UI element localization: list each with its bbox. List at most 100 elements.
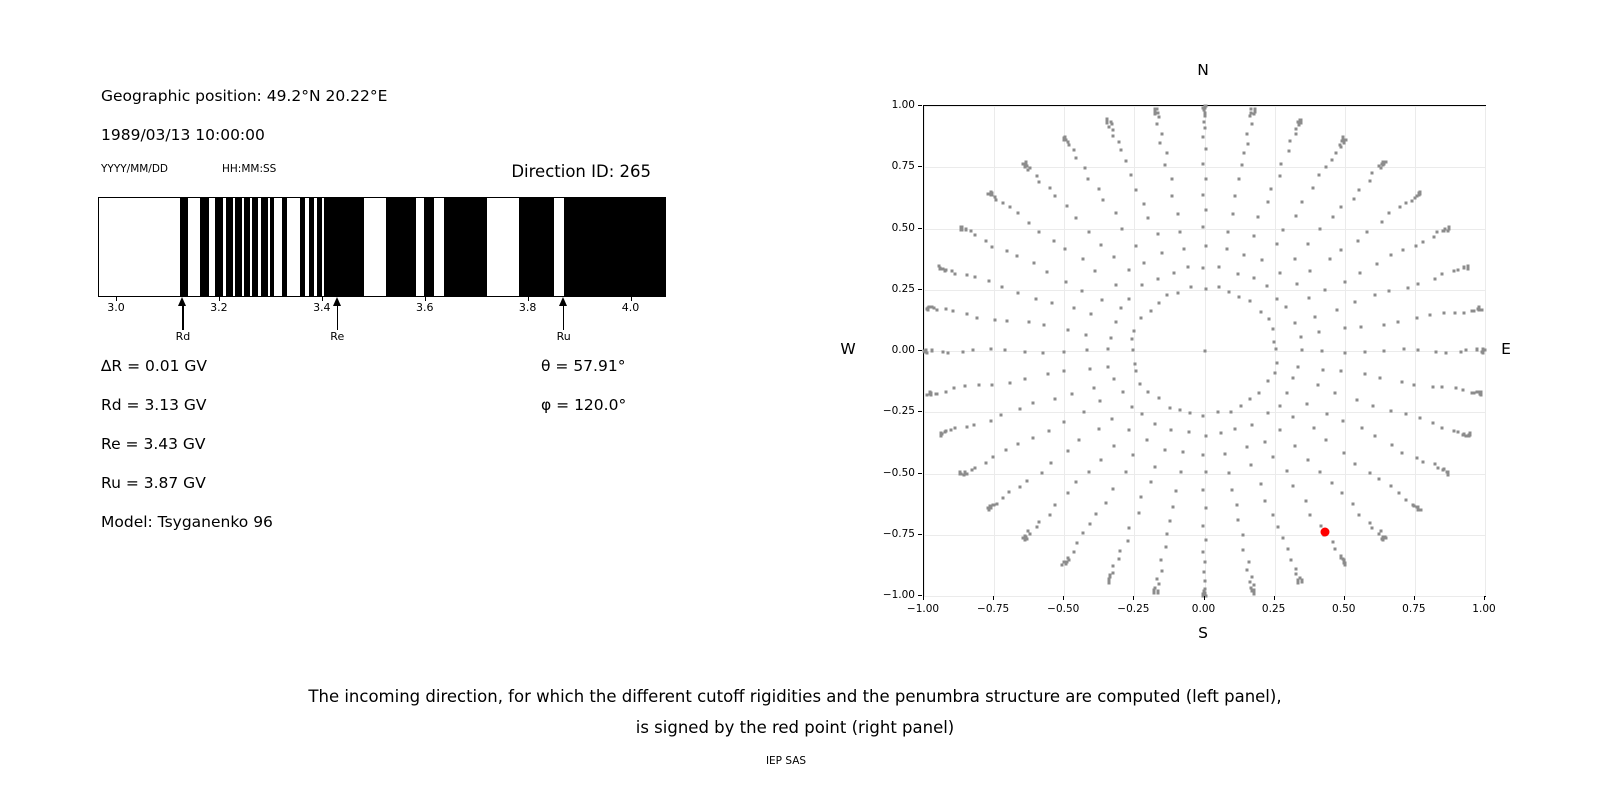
- direction-dot: [1447, 225, 1451, 229]
- direction-dot: [1160, 569, 1164, 573]
- direction-dot: [1263, 440, 1267, 444]
- x-axis-tick: [1273, 596, 1275, 600]
- direction-dot: [1339, 145, 1343, 149]
- direction-dot: [1052, 239, 1056, 243]
- direction-dot: [1165, 151, 1169, 155]
- selected-direction-red-point: [1320, 527, 1330, 537]
- direction-dot: [1279, 162, 1283, 166]
- direction-dot: [1158, 141, 1162, 145]
- direction-dot: [1271, 513, 1275, 517]
- direction-dot: [1328, 257, 1332, 261]
- direction-dot: [973, 233, 977, 237]
- compass-north-label: N: [1197, 61, 1209, 79]
- rigidity-tick-label: 3.0: [107, 301, 125, 314]
- direction-dot: [1233, 194, 1237, 198]
- direction-dot: [1252, 234, 1256, 238]
- direction-dot: [1236, 518, 1240, 522]
- direction-dot: [1178, 408, 1182, 412]
- direction-dot: [943, 430, 947, 434]
- x-axis-tick: [1063, 596, 1065, 600]
- direction-dot: [1288, 139, 1292, 143]
- direction-dot: [990, 383, 994, 387]
- direction-dot: [1352, 197, 1356, 201]
- direction-dot: [1168, 519, 1172, 523]
- direction-dot: [1433, 462, 1437, 466]
- direction-dot: [930, 349, 934, 353]
- direction-dot: [1318, 227, 1322, 231]
- direction-dot: [1444, 351, 1448, 355]
- direction-dot: [964, 227, 968, 231]
- direction-dot: [1203, 106, 1207, 110]
- x-axis-tick: [1203, 596, 1205, 600]
- direction-dot: [1156, 589, 1160, 593]
- direction-dot: [987, 279, 991, 283]
- direction-dot: [1442, 311, 1446, 315]
- direction-dot: [946, 351, 950, 355]
- direction-dot: [1340, 491, 1344, 495]
- penumbra-band: [443, 198, 488, 296]
- direction-dot: [1026, 168, 1030, 172]
- direction-dot: [1381, 160, 1385, 164]
- rigidity-tick: [321, 296, 323, 301]
- direction-dot: [1124, 159, 1128, 163]
- direction-dot: [1483, 348, 1487, 352]
- direction-dot: [1466, 265, 1470, 269]
- direction-dot: [1179, 470, 1183, 474]
- direction-dot: [1462, 265, 1466, 269]
- rigidity-tick: [630, 296, 632, 301]
- direction-dot: [1342, 141, 1346, 145]
- ru-arrow-label: Ru: [556, 330, 571, 343]
- direction-dot: [962, 473, 966, 477]
- penumbra-band: [180, 198, 188, 296]
- direction-dot: [1109, 120, 1113, 124]
- direction-dot: [1063, 135, 1067, 139]
- direction-dot: [1016, 291, 1020, 295]
- direction-dot: [1404, 201, 1408, 205]
- direction-dot: [1284, 305, 1288, 309]
- direction-dot: [1153, 465, 1157, 469]
- x-axis-tick-label: −0.25: [1117, 603, 1150, 615]
- direction-dot: [1368, 471, 1372, 475]
- direction-dot: [1097, 187, 1101, 191]
- direction-dot: [1023, 350, 1027, 354]
- direction-dot: [1028, 532, 1032, 536]
- direction-dot: [1083, 166, 1087, 170]
- y-axis-tick-label: −0.25: [882, 405, 915, 418]
- direction-dot: [1142, 202, 1146, 206]
- direction-dot: [1060, 563, 1064, 567]
- direction-dot: [1294, 214, 1298, 218]
- x-axis-tick-label: 0.00: [1191, 603, 1216, 615]
- arrow-head-icon: [178, 297, 187, 306]
- direction-dot: [937, 264, 941, 268]
- arrow-shaft: [336, 305, 338, 330]
- direction-dot: [1308, 269, 1312, 273]
- direction-dot: [1441, 468, 1445, 472]
- arrow-head-icon: [332, 297, 341, 306]
- direction-dot: [1400, 451, 1404, 455]
- direction-dot: [989, 193, 993, 197]
- direction-dot: [1066, 556, 1070, 560]
- direction-dot: [1146, 216, 1150, 220]
- direction-dot: [1203, 560, 1207, 564]
- direction-dot: [1468, 431, 1472, 435]
- direction-dot: [1037, 520, 1041, 524]
- direction-dot: [953, 272, 957, 276]
- direction-dot: [1231, 212, 1235, 216]
- direction-dot: [1089, 312, 1093, 316]
- y-axis-tick: [918, 227, 922, 229]
- direction-dot: [1203, 591, 1207, 595]
- direction-dot: [1401, 248, 1405, 252]
- penumbra-band: [281, 198, 288, 296]
- direction-dot: [925, 351, 929, 355]
- penumbra-band: [200, 198, 209, 296]
- direction-dot: [1172, 271, 1176, 275]
- y-axis-tick-label: 0.50: [891, 221, 915, 234]
- re-value: Re = 3.43 GV: [101, 435, 206, 453]
- direction-dot: [1127, 526, 1131, 530]
- direction-dot: [1156, 591, 1160, 595]
- direction-dot: [1387, 289, 1391, 293]
- rigidity-tick-label: 4.0: [621, 301, 640, 314]
- direction-dot: [1152, 591, 1156, 595]
- direction-dot: [1168, 406, 1172, 410]
- direction-dot: [1072, 550, 1076, 554]
